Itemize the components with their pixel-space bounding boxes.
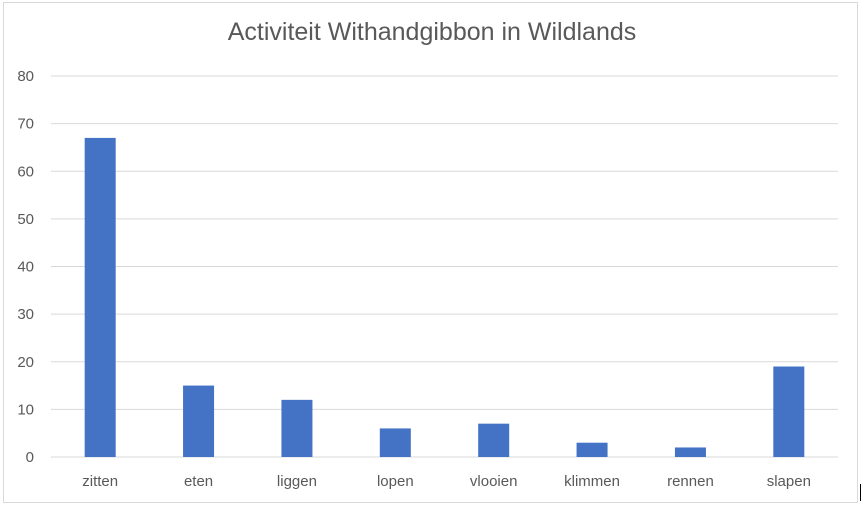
- chart-title: Activiteit Withandgibbon in Wildlands: [227, 18, 637, 46]
- chart-area: [3, 2, 858, 503]
- y-tick-label: 50: [17, 211, 34, 228]
- y-tick-label: 70: [17, 116, 34, 133]
- x-tick-label: rennen: [667, 473, 714, 490]
- bar-zitten: [84, 137, 116, 457]
- bar-vlooien: [478, 423, 510, 457]
- x-tick-label: liggen: [277, 473, 317, 490]
- x-tick-label: zitten: [82, 473, 118, 490]
- y-tick-label: 0: [26, 449, 34, 466]
- x-tick-label: vlooien: [470, 473, 518, 490]
- bar-rennen: [674, 447, 706, 457]
- x-tick-label: klimmen: [564, 473, 620, 490]
- bar-eten: [183, 385, 215, 457]
- edge-marker: [860, 484, 861, 501]
- x-tick-label: lopen: [377, 473, 414, 490]
- y-tick-label: 10: [17, 401, 34, 418]
- y-tick-label: 20: [17, 354, 34, 371]
- bar-liggen: [281, 399, 313, 457]
- x-tick-label: eten: [184, 473, 213, 490]
- bar-klimmen: [576, 442, 608, 457]
- x-tick-label: slapen: [767, 473, 811, 490]
- y-tick-label: 80: [17, 68, 34, 85]
- y-tick-label: 30: [17, 306, 34, 323]
- bar-lopen: [379, 428, 411, 457]
- bar-slapen: [773, 366, 805, 457]
- y-tick-label: 60: [17, 163, 34, 180]
- y-tick-label: 40: [17, 259, 34, 276]
